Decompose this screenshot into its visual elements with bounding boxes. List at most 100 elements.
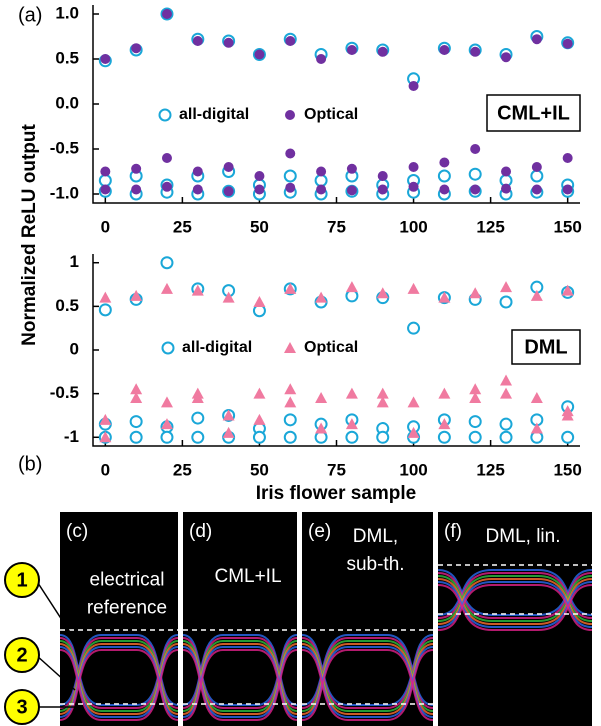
point	[439, 45, 449, 55]
y-tick-label: -0.5	[50, 138, 79, 157]
point	[531, 392, 543, 403]
point	[439, 185, 449, 195]
point	[470, 47, 480, 57]
eye-caption: electrical	[90, 570, 165, 591]
point	[562, 432, 573, 443]
point	[470, 169, 481, 180]
point	[439, 171, 450, 182]
point	[469, 287, 481, 298]
point	[316, 54, 326, 64]
y-tick-label: 0	[70, 339, 79, 358]
y-tick-label: -1.0	[50, 183, 79, 202]
point	[563, 185, 573, 195]
point	[470, 416, 481, 427]
point	[193, 167, 203, 177]
point	[131, 432, 142, 443]
x-tick-label: 100	[399, 460, 427, 479]
point	[563, 153, 573, 163]
x-tick-label: 125	[476, 460, 504, 479]
point	[193, 185, 203, 195]
legend-marker	[284, 342, 296, 353]
point	[378, 185, 388, 195]
point	[501, 297, 512, 308]
legend-label: all-digital	[182, 339, 252, 356]
eye-panel	[183, 512, 297, 726]
point	[501, 432, 512, 443]
point	[100, 175, 111, 186]
point	[131, 185, 141, 195]
point	[254, 50, 264, 60]
point	[284, 383, 296, 394]
x-tick-label: 75	[327, 460, 346, 479]
legend-label: Optical	[304, 339, 358, 356]
point	[131, 416, 142, 427]
point	[346, 388, 358, 399]
point	[409, 81, 419, 91]
point	[347, 164, 357, 174]
point	[500, 375, 512, 386]
point	[563, 39, 573, 49]
level-number: 1	[16, 569, 27, 591]
point	[316, 167, 326, 177]
x-tick-label: 25	[173, 217, 192, 236]
legend-marker	[285, 110, 295, 120]
point	[346, 281, 358, 292]
point	[284, 396, 296, 407]
point	[253, 414, 265, 425]
legend-label: all-digital	[179, 106, 249, 123]
point	[254, 432, 265, 443]
point	[347, 45, 357, 55]
point	[409, 182, 419, 192]
point	[161, 432, 172, 443]
point	[285, 183, 295, 193]
point	[470, 185, 480, 195]
point	[254, 185, 264, 195]
point	[315, 392, 327, 403]
point	[501, 419, 512, 430]
point	[285, 414, 296, 425]
point	[377, 388, 389, 399]
x-tick-label: 150	[553, 217, 581, 236]
point	[224, 162, 234, 172]
x-tick-label: 50	[250, 460, 269, 479]
panel-label: (a)	[18, 4, 42, 26]
point	[193, 36, 203, 46]
legend-marker	[160, 110, 171, 121]
point	[192, 388, 204, 399]
eye-label: (f)	[444, 521, 462, 542]
point	[285, 171, 296, 182]
y-tick-label: 0.5	[55, 48, 79, 67]
x-tick-label: 75	[327, 217, 346, 236]
eye-panel	[60, 512, 178, 726]
point	[439, 158, 449, 168]
point	[130, 383, 142, 394]
y-tick-label: 1	[70, 252, 79, 271]
eye-caption: reference	[87, 598, 167, 619]
point	[316, 175, 327, 186]
point	[192, 413, 203, 424]
x-tick-label: 25	[173, 460, 192, 479]
y-tick-label: 0.5	[55, 296, 79, 315]
point	[285, 149, 295, 159]
point	[500, 388, 512, 399]
point	[100, 304, 111, 315]
point	[409, 162, 419, 172]
point	[470, 432, 481, 443]
point	[99, 292, 111, 303]
point	[100, 167, 110, 177]
point	[501, 167, 511, 177]
x-tick-label: 50	[250, 217, 269, 236]
point	[501, 184, 511, 194]
point	[377, 432, 388, 443]
point	[438, 388, 450, 399]
x-tick-label: 100	[399, 217, 427, 236]
point	[378, 171, 388, 181]
eye-label: (d)	[189, 521, 212, 542]
figure: (a) (b) Normalized ReLU output Iris flow…	[0, 0, 601, 726]
level-number: 3	[16, 696, 27, 718]
point	[131, 43, 141, 53]
point	[378, 47, 388, 57]
y-axis-label: Normalized ReLU output	[19, 123, 40, 345]
point	[131, 164, 141, 174]
x-tick-label: 125	[476, 217, 504, 236]
